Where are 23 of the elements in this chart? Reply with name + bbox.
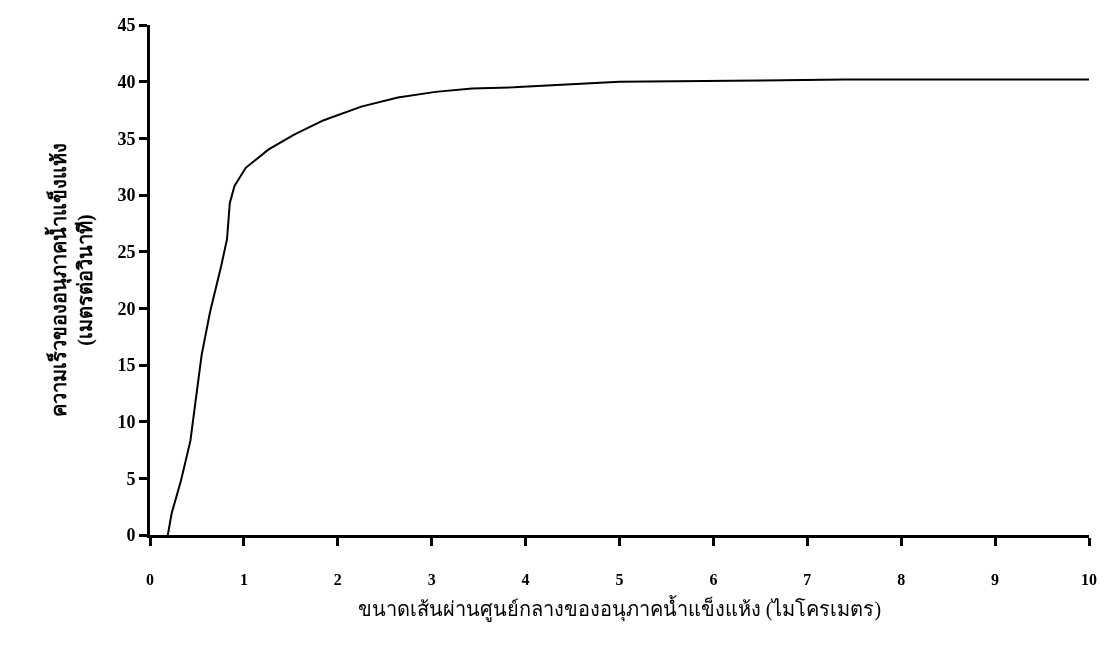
x-tick-label: 6: [709, 571, 718, 589]
x-tick-label: 4: [521, 571, 530, 589]
y-tick-label: 20: [117, 298, 136, 319]
y-tick-label: 30: [117, 185, 136, 206]
x-tick-label: 9: [991, 571, 1000, 589]
y-tick-label: 45: [117, 15, 136, 36]
x-tick-label: 8: [897, 571, 906, 589]
y-tick-label: 5: [126, 468, 136, 489]
y-axis-title: ความเร็วของอนุภาคน้ำแข็งแห้ง (เมตรต่อวินาที): [43, 143, 97, 417]
y-tick-label: 35: [117, 128, 136, 149]
x-axis-title: ขนาดเส้นผ่านศูนย์กลางของอนุภาคน้ำแข็งแห้ง (ไมโครเมตร): [357, 594, 882, 622]
y-tick-label: 10: [117, 411, 136, 432]
x-tick-label: 2: [333, 571, 342, 589]
x-tick-label: 5: [615, 571, 624, 589]
y-tick-label: 40: [117, 71, 136, 92]
x-tick-label: 0: [146, 571, 154, 589]
y-tick-label: 0: [126, 525, 136, 546]
x-tick-label: 7: [803, 571, 812, 589]
x-tick-label: 3: [427, 571, 436, 589]
y-tick-label: 25: [117, 241, 136, 262]
y-tick-label: 15: [117, 355, 136, 376]
x-tick-label: 1: [239, 571, 248, 589]
x-tick-label: 10: [1081, 571, 1097, 589]
